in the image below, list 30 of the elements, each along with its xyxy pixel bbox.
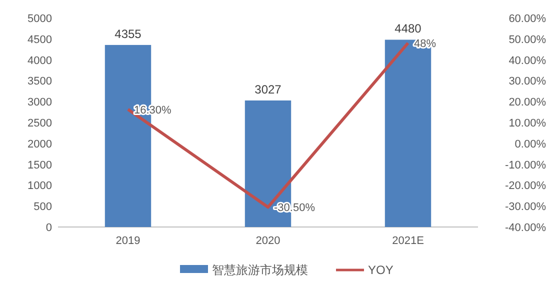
ytick: 2500 <box>28 118 52 130</box>
ytick: 500 <box>34 201 52 214</box>
data-label: 4355 <box>114 26 142 41</box>
y2tick: -10.00% <box>505 159 546 172</box>
ytick: 3000 <box>28 96 52 109</box>
ytick: 4500 <box>28 34 52 46</box>
legend-label: YOY <box>368 263 394 277</box>
xtick: 2019 <box>116 235 140 247</box>
ytick: 5000 <box>28 13 52 25</box>
xtick: 2021E <box>392 235 424 247</box>
y2tick: -20.00% <box>505 180 546 192</box>
ytick: 2000 <box>28 138 52 150</box>
y2tick: 40.00% <box>508 54 546 67</box>
ytick: 0 <box>46 222 52 234</box>
y2tick: 20.00% <box>508 96 546 109</box>
xtick: 2020 <box>256 235 280 247</box>
y2tick: 0.00% <box>514 138 546 150</box>
y2tick: 10.00% <box>508 118 546 130</box>
ytick: 3500 <box>28 76 52 88</box>
y2tick: 30.00% <box>508 76 546 88</box>
ytick: 4000 <box>28 54 52 67</box>
y2tick: -30.00% <box>505 201 546 214</box>
ytick: 1500 <box>28 159 52 172</box>
y2tick: 60.00% <box>508 13 546 25</box>
y2tick: -40.00% <box>505 222 546 234</box>
legend-label: 智慧旅游市场规模 <box>212 263 308 277</box>
y2tick: 50.00% <box>508 34 546 46</box>
data-label: 4480 <box>394 22 422 36</box>
data-label: 3027 <box>254 82 282 96</box>
ytick: 1000 <box>28 180 52 192</box>
